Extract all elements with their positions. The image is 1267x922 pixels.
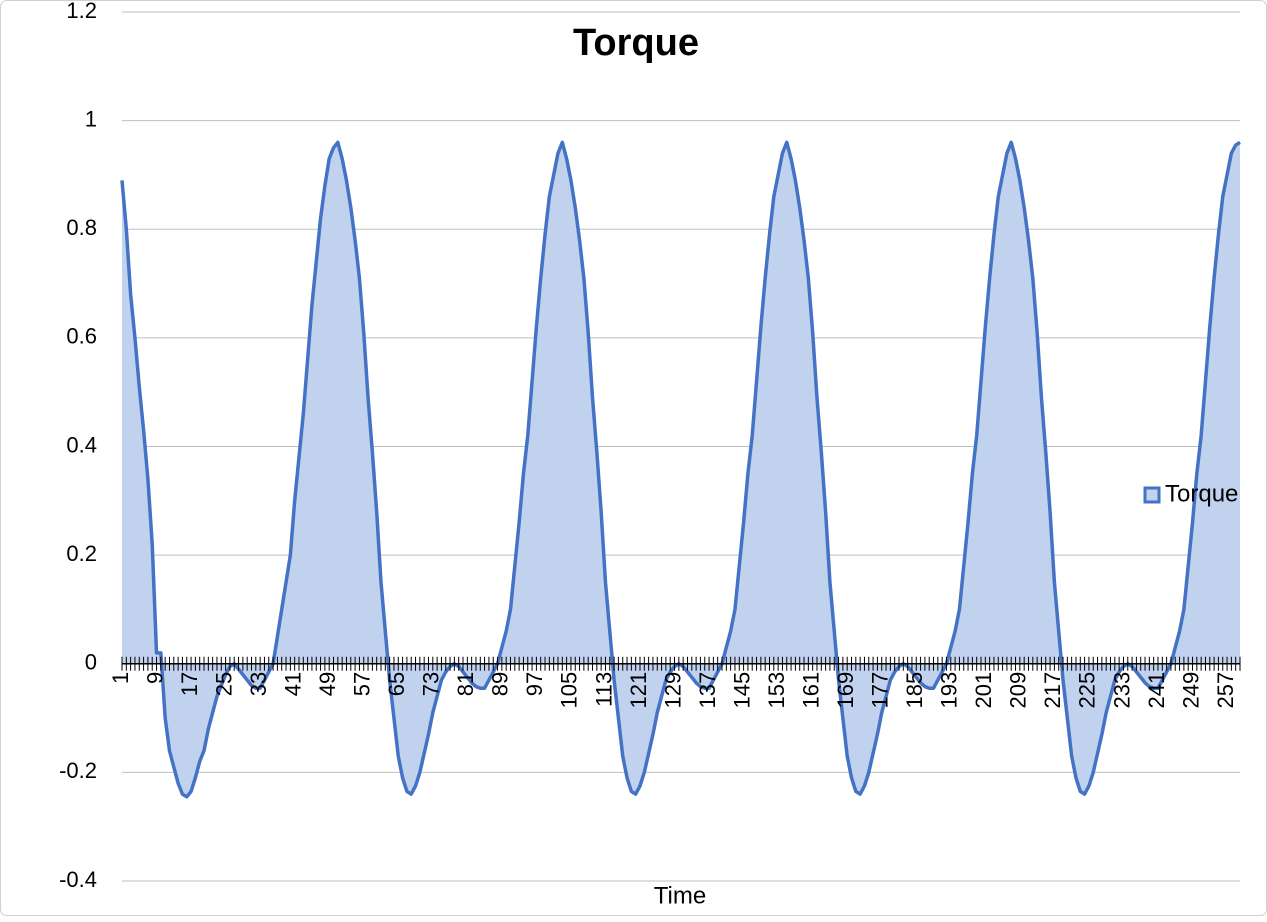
x-axis-title: Time — [654, 882, 706, 909]
x-tick-label: 73 — [419, 672, 444, 696]
x-tick-label: 17 — [177, 672, 202, 696]
x-tick-label: 185 — [902, 672, 927, 709]
x-tick-label: 105 — [557, 672, 582, 709]
x-tick-label: 193 — [937, 672, 962, 709]
x-tick-label: 113 — [591, 672, 616, 707]
series-line — [120, 140, 1241, 799]
x-tick-label: 137 — [695, 672, 720, 709]
x-tick-label: 33 — [246, 672, 271, 696]
y-tick-label: 0.6 — [66, 324, 97, 349]
x-tick-label: 65 — [384, 672, 409, 696]
x-tick-label: 121 — [626, 672, 651, 709]
x-tick-label: 225 — [1075, 672, 1100, 709]
x-tick-label: 241 — [1144, 672, 1169, 709]
chart-title: Torque — [573, 22, 699, 64]
x-tick-label: 25 — [211, 672, 236, 696]
x-tick-label: 9 — [142, 672, 167, 684]
y-tick-label: -0.4 — [59, 867, 97, 892]
legend-label: Torque — [1165, 480, 1238, 507]
x-tick-label: 257 — [1213, 672, 1238, 709]
x-tick-label: 209 — [1006, 672, 1031, 709]
x-tick-label: 145 — [729, 672, 754, 709]
y-tick-label: 1.2 — [66, 0, 97, 23]
x-tick-label: 161 — [798, 672, 823, 709]
area — [122, 142, 1240, 797]
y-tick-label: 0.8 — [66, 215, 97, 240]
x-tick-label: 81 — [453, 672, 478, 696]
x-tick-label: 97 — [522, 672, 547, 696]
y-tick-label: 0 — [85, 650, 97, 675]
x-tick-label: 217 — [1040, 672, 1065, 709]
x-tick-label: 233 — [1109, 672, 1134, 709]
legend-swatch — [1143, 486, 1161, 504]
x-tick-label: 177 — [868, 672, 893, 709]
x-tick-label: 49 — [315, 672, 340, 696]
x-tick-label: 249 — [1178, 672, 1203, 709]
y-tick-label: 0.4 — [66, 432, 97, 457]
x-tick-label: 57 — [350, 672, 375, 696]
x-tick-label: 201 — [971, 672, 996, 709]
y-tick-label: -0.2 — [59, 758, 97, 783]
y-tick-label: 1 — [85, 106, 97, 131]
x-tick-label: 41 — [280, 672, 305, 696]
x-tick-label: 129 — [660, 672, 685, 709]
x-tick-label: 153 — [764, 672, 789, 709]
y-tick-label: 0.2 — [66, 541, 97, 566]
x-tick-label: 89 — [488, 672, 513, 696]
x-tick-label: 1 — [108, 672, 133, 684]
x-tick-label: 169 — [833, 672, 858, 709]
